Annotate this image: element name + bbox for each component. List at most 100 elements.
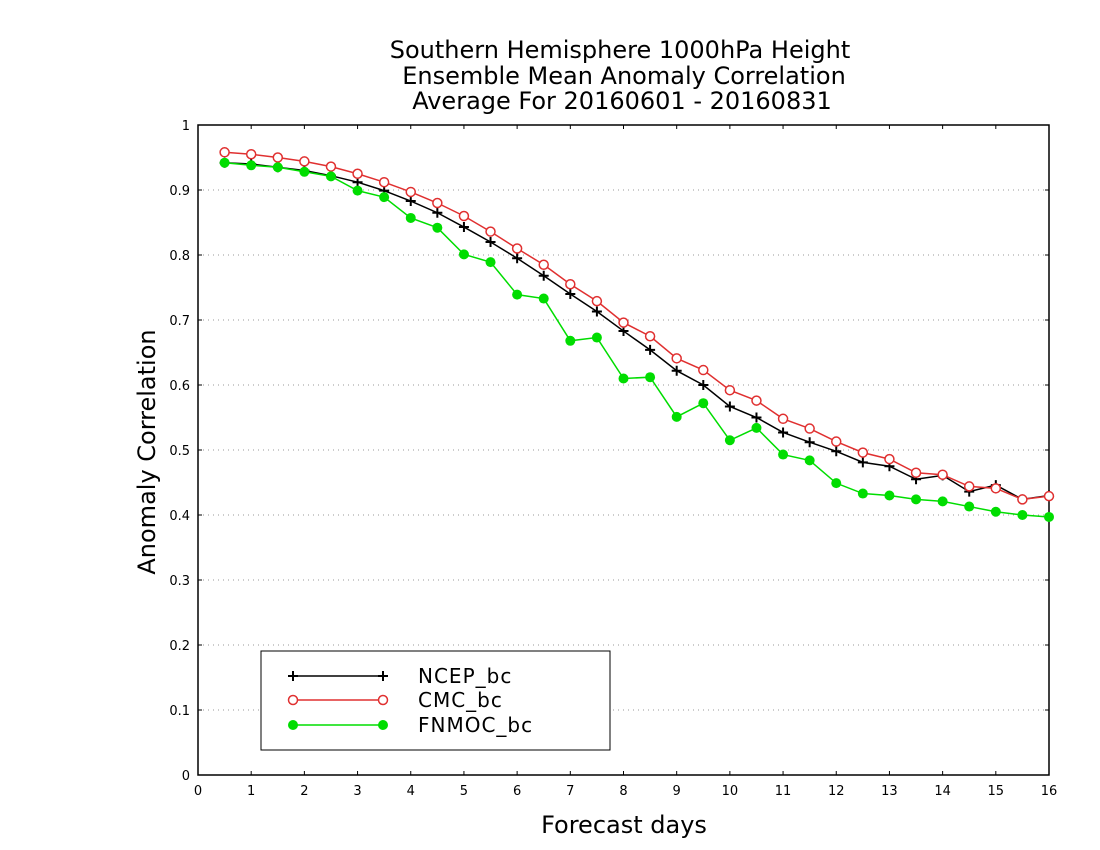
point-fnmoc-bc-12: [538, 293, 549, 304]
point-cmc-bc-17: [671, 353, 682, 364]
point-cmc-bc-14: [591, 295, 603, 307]
point-fnmoc-bc-3: [299, 166, 310, 177]
series-line-cmc-bc: [224, 151, 1050, 501]
series-layer: [219, 147, 1055, 522]
point-fnmoc-bc-31: [1044, 511, 1054, 522]
point-fnmoc-bc-21: [778, 449, 789, 460]
point-cmc-bc-26: [910, 467, 922, 478]
x-tick-label-15: 15: [988, 784, 1005, 799]
point-cmc-bc-3: [299, 156, 310, 167]
series-line-ncep-bc: [224, 161, 1050, 501]
y-tick-label-8: 0.8: [169, 249, 190, 264]
point-cmc-bc-23: [831, 436, 842, 447]
point-ncep-bc-16: [645, 344, 656, 355]
legend-marker-cmc-left: [287, 694, 299, 706]
point-fnmoc-bc-4: [325, 171, 336, 182]
point-ncep-bc-9: [458, 222, 469, 233]
x-tick-label-1: 1: [247, 784, 255, 799]
point-ncep-bc-14: [591, 306, 602, 317]
point-cmc-bc-9: [458, 210, 470, 222]
point-fnmoc-bc-22: [804, 455, 815, 466]
point-fnmoc-bc-2: [272, 162, 283, 173]
point-fnmoc-bc-11: [512, 289, 523, 300]
point-fnmoc-bc-8: [432, 222, 443, 233]
legend-marker-cmc-right: [377, 694, 389, 706]
legend-marker-ncep: [288, 671, 388, 681]
grid-lines: [198, 189, 1049, 711]
point-cmc-bc-30: [1017, 494, 1028, 505]
point-fnmoc-bc-28: [964, 501, 975, 512]
point-cmc-bc-29: [990, 483, 1002, 494]
point-ncep-bc-24: [857, 457, 868, 468]
point-cmc-bc-1: [245, 149, 257, 160]
x-tick-label-11: 11: [775, 784, 792, 799]
point-fnmoc-bc-24: [857, 488, 868, 499]
title-line-1: Southern Hemisphere 1000hPa Height: [390, 36, 850, 64]
point-ncep-bc-10: [485, 237, 496, 247]
axis-ticks: [197, 124, 1050, 776]
chart-title: Southern Hemisphere 1000hPa Height Ensem…: [390, 36, 850, 115]
y-tick-label-9: 0.9: [169, 184, 190, 199]
point-cmc-bc-13: [565, 279, 576, 290]
point-cmc-bc-2: [272, 152, 284, 163]
point-fnmoc-bc-29: [990, 506, 1001, 517]
point-fnmoc-bc-13: [565, 335, 576, 346]
legend-marker-fnmoc-right: [378, 720, 388, 730]
point-fnmoc-bc-16: [645, 372, 656, 383]
y-tick-label-3: 0.3: [169, 574, 190, 589]
point-fnmoc-bc-23: [831, 478, 842, 489]
legend: NCEP_bc CMC_bc FNMOC_bc: [260, 650, 611, 751]
point-cmc-bc-20: [751, 395, 762, 406]
x-tick-label-5: 5: [460, 784, 468, 799]
point-fnmoc-bc-25: [884, 490, 895, 501]
x-tick-label-6: 6: [513, 784, 521, 799]
point-ncep-bc-17: [671, 365, 682, 376]
point-fnmoc-bc-0: [219, 157, 230, 168]
point-fnmoc-bc-6: [379, 192, 390, 203]
point-ncep-bc-11: [512, 253, 523, 264]
point-cmc-bc-6: [378, 176, 390, 188]
point-cmc-bc-27: [937, 469, 948, 480]
point-cmc-bc-22: [804, 423, 815, 434]
point-fnmoc-bc-14: [591, 332, 602, 343]
point-cmc-bc-5: [352, 168, 363, 179]
point-fnmoc-bc-30: [1017, 510, 1028, 520]
point-cmc-bc-24: [857, 447, 869, 458]
point-ncep-bc-23: [831, 446, 842, 457]
point-cmc-bc-25: [884, 453, 895, 465]
x-tick-label-8: 8: [619, 784, 627, 799]
point-fnmoc-bc-20: [751, 422, 762, 433]
point-ncep-bc-12: [538, 270, 549, 281]
y-tick-label-6: 0.6: [169, 379, 190, 394]
x-tick-label-0: 0: [194, 784, 202, 799]
x-tick-label-2: 2: [300, 784, 308, 799]
y-tick-label-1: 0.1: [169, 704, 190, 719]
point-cmc-bc-21: [777, 413, 789, 425]
x-tick-label-12: 12: [828, 784, 845, 799]
x-axis-label: Forecast days: [541, 811, 707, 839]
legend-label-fnmoc: FNMOC_bc: [418, 713, 533, 737]
y-tick-labels: 0 0.1 0.2 0.3 0.4 0.5 0.6 0.7 0.8 0.9 1: [169, 119, 190, 784]
legend-item-cmc: CMC_bc: [287, 688, 502, 712]
point-ncep-bc-21: [778, 427, 789, 438]
x-tick-label-16: 16: [1041, 784, 1058, 799]
legend-label-ncep: NCEP_bc: [418, 664, 512, 688]
point-cmc-bc-28: [963, 481, 975, 492]
y-axis-label: Anomaly Correlation: [133, 329, 161, 574]
point-cmc-bc-11: [511, 243, 523, 254]
y-tick-label-2: 0.2: [169, 639, 190, 654]
point-cmc-bc-10: [485, 226, 496, 237]
point-ncep-bc-7: [405, 196, 416, 207]
point-fnmoc-bc-27: [937, 496, 948, 507]
x-tick-label-4: 4: [407, 784, 415, 799]
point-cmc-bc-8: [432, 197, 443, 209]
point-fnmoc-bc-17: [671, 411, 682, 422]
legend-item-ncep: NCEP_bc: [288, 664, 512, 688]
series-cmc-bc: [219, 147, 1055, 505]
series-fnmoc-bc: [219, 157, 1054, 522]
point-fnmoc-bc-7: [405, 212, 416, 223]
point-cmc-bc-0: [219, 147, 230, 158]
x-tick-label-13: 13: [881, 784, 898, 799]
point-cmc-bc-16: [644, 331, 656, 342]
